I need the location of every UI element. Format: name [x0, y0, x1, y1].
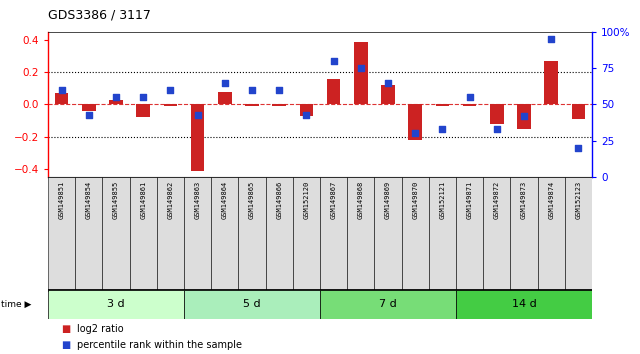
- Text: GSM149866: GSM149866: [276, 181, 282, 219]
- Bar: [483, 177, 511, 290]
- Bar: [76, 177, 102, 290]
- Text: 5 d: 5 d: [243, 299, 261, 309]
- Point: [519, 113, 529, 119]
- Bar: [129, 177, 157, 290]
- Point: [437, 126, 447, 132]
- Bar: [348, 177, 374, 290]
- Point: [165, 87, 175, 93]
- Text: GSM152123: GSM152123: [575, 181, 581, 219]
- Text: GSM149871: GSM149871: [467, 181, 472, 219]
- Bar: [572, 104, 585, 119]
- Text: GSM149864: GSM149864: [222, 181, 228, 219]
- Point: [383, 80, 393, 85]
- Bar: [266, 177, 293, 290]
- Bar: [456, 290, 592, 319]
- Point: [465, 94, 475, 100]
- Text: time ▶: time ▶: [1, 300, 31, 309]
- Text: GSM149861: GSM149861: [140, 181, 146, 219]
- Bar: [463, 104, 476, 106]
- Text: GSM149865: GSM149865: [249, 181, 255, 219]
- Bar: [320, 290, 456, 319]
- Point: [111, 94, 121, 100]
- Bar: [429, 177, 456, 290]
- Text: GSM149873: GSM149873: [521, 181, 527, 219]
- Text: GDS3386 / 3117: GDS3386 / 3117: [48, 8, 151, 21]
- Text: GSM149855: GSM149855: [113, 181, 119, 219]
- Text: 3 d: 3 d: [107, 299, 125, 309]
- Point: [546, 36, 556, 42]
- Bar: [293, 177, 320, 290]
- Bar: [374, 177, 402, 290]
- Bar: [565, 177, 592, 290]
- Bar: [218, 92, 232, 104]
- Text: ■: ■: [61, 340, 70, 350]
- Text: percentile rank within the sample: percentile rank within the sample: [77, 340, 242, 350]
- Text: GSM152121: GSM152121: [440, 181, 445, 219]
- Text: GSM149868: GSM149868: [358, 181, 364, 219]
- Text: ■: ■: [61, 324, 70, 333]
- Text: GSM149869: GSM149869: [385, 181, 391, 219]
- Bar: [136, 104, 150, 117]
- Point: [301, 112, 312, 118]
- Point: [138, 94, 148, 100]
- Bar: [273, 104, 286, 106]
- Bar: [211, 177, 239, 290]
- Bar: [511, 177, 538, 290]
- Point: [492, 126, 502, 132]
- Bar: [82, 104, 95, 111]
- Bar: [184, 177, 211, 290]
- Bar: [490, 104, 504, 124]
- Text: GSM149862: GSM149862: [168, 181, 173, 219]
- Bar: [538, 177, 565, 290]
- Text: GSM149874: GSM149874: [548, 181, 554, 219]
- Bar: [184, 290, 320, 319]
- Point: [220, 80, 230, 85]
- Bar: [157, 177, 184, 290]
- Text: GSM152120: GSM152120: [303, 181, 309, 219]
- Bar: [327, 79, 340, 104]
- Bar: [102, 177, 130, 290]
- Text: GSM149872: GSM149872: [494, 181, 500, 219]
- Point: [193, 112, 203, 118]
- Point: [84, 112, 94, 118]
- Text: GSM149863: GSM149863: [195, 181, 200, 219]
- Point: [274, 87, 284, 93]
- Bar: [300, 104, 313, 116]
- Text: GSM149870: GSM149870: [412, 181, 418, 219]
- Point: [56, 87, 67, 93]
- Bar: [354, 41, 367, 104]
- Bar: [109, 101, 123, 104]
- Text: log2 ratio: log2 ratio: [77, 324, 124, 333]
- Bar: [245, 104, 259, 106]
- Bar: [55, 93, 68, 104]
- Point: [410, 131, 420, 136]
- Point: [356, 65, 366, 71]
- Point: [247, 87, 257, 93]
- Bar: [545, 61, 558, 104]
- Bar: [456, 177, 483, 290]
- Bar: [436, 104, 449, 106]
- Bar: [408, 104, 422, 140]
- Text: 14 d: 14 d: [511, 299, 536, 309]
- Bar: [320, 177, 348, 290]
- Bar: [517, 104, 531, 129]
- Bar: [381, 85, 395, 104]
- Text: 7 d: 7 d: [379, 299, 397, 309]
- Text: GSM149851: GSM149851: [59, 181, 65, 219]
- Text: GSM149867: GSM149867: [331, 181, 337, 219]
- Bar: [164, 104, 177, 106]
- Bar: [191, 104, 204, 171]
- Point: [573, 145, 584, 151]
- Bar: [48, 177, 76, 290]
- Bar: [239, 177, 266, 290]
- Bar: [48, 290, 184, 319]
- Point: [328, 58, 339, 64]
- Text: GSM149854: GSM149854: [86, 181, 92, 219]
- Bar: [402, 177, 429, 290]
